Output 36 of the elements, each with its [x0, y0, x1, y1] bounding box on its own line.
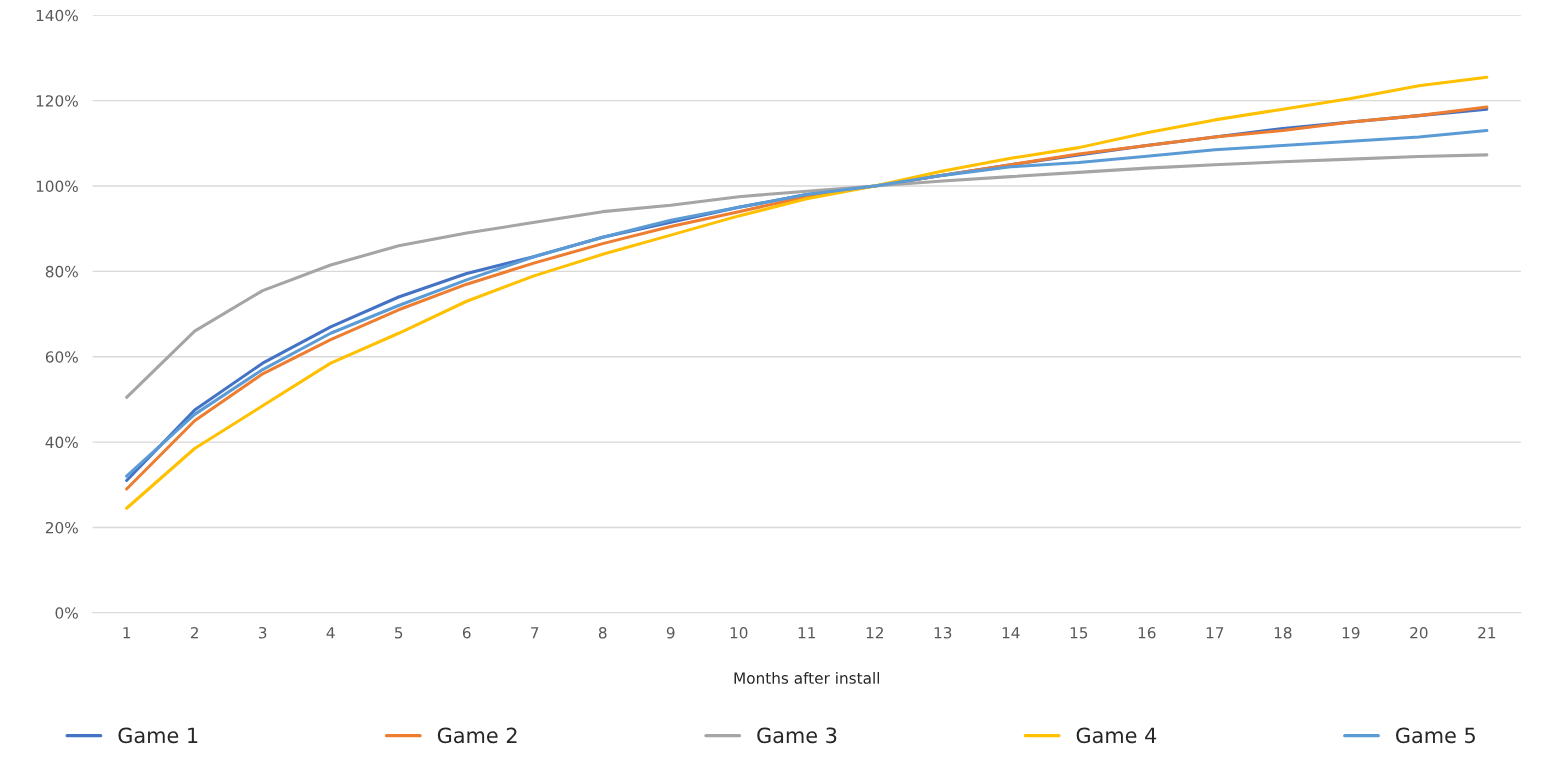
x-tick-label: 15 [1070, 627, 1088, 639]
y-tick-label: 60% [45, 351, 78, 363]
y-tick-label: 140% [36, 9, 78, 22]
y-tick-label: 80% [45, 265, 78, 278]
y-tick-label: 100% [36, 180, 78, 193]
x-tick-label: 20 [1410, 626, 1428, 639]
x-tick-label: 4 [326, 627, 335, 639]
x-tick-label: 6 [462, 626, 471, 639]
x-tick-label: 1 [123, 627, 131, 639]
x-tick-label: 17 [1206, 627, 1224, 639]
x-tick-label: 2 [190, 626, 198, 639]
legend-label: Game 5 [1396, 727, 1475, 744]
x-tick-label: 3 [258, 626, 267, 639]
legend-label: Game 2 [437, 727, 517, 744]
x-tick-label: 13 [934, 626, 952, 639]
x-tick-label: 18 [1274, 626, 1292, 639]
x-tick-label: 14 [1002, 627, 1020, 639]
x-tick-label: 12 [866, 626, 883, 639]
x-tick-label: 7 [531, 627, 539, 639]
x-tick-label: 8 [598, 626, 607, 639]
y-tick-label: 120% [36, 95, 78, 107]
y-tick-label: 0% [55, 607, 78, 619]
x-tick-label: 11 [798, 627, 816, 639]
legend-label: Game 3 [757, 727, 837, 744]
x-tick-label: 5 [395, 627, 403, 639]
y-tick-label: 40% [45, 436, 78, 449]
legend-label: Game 1 [118, 727, 198, 744]
legend-label: Game 4 [1076, 727, 1157, 744]
x-tick-label: 9 [666, 626, 675, 639]
x-tick-label: 21 [1478, 626, 1496, 639]
x-axis-title: Months after install [734, 672, 880, 684]
x-tick-label: 10 [730, 626, 748, 639]
x-tick-label: 19 [1342, 626, 1360, 639]
line-series [125, 153, 1489, 399]
x-tick-label: 16 [1138, 626, 1156, 639]
y-tick-label: 20% [45, 521, 78, 534]
